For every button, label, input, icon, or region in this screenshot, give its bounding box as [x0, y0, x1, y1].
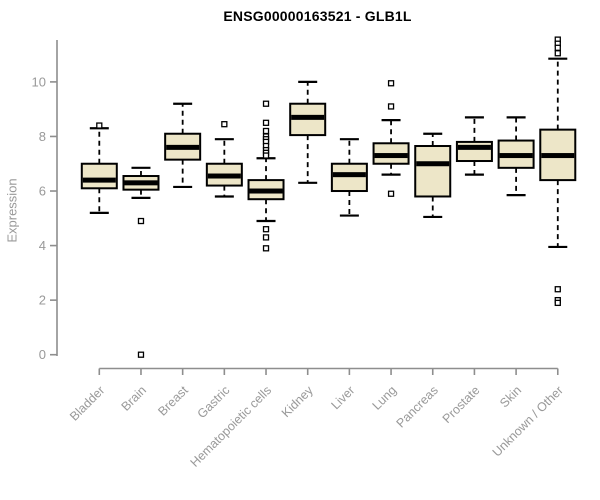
- median-line: [82, 177, 116, 183]
- median-line: [207, 173, 241, 179]
- box-group-unknown-other: [539, 36, 577, 307]
- median-line: [249, 188, 283, 194]
- box-group-breast: [164, 102, 202, 189]
- median-line: [166, 144, 200, 150]
- outlier-point: [262, 226, 270, 233]
- outlier-point: [387, 80, 395, 87]
- box-group-brain: [122, 166, 160, 358]
- outlier-point: [137, 351, 145, 358]
- outlier-point: [96, 122, 103, 129]
- box-group-hematopoietic-cells: [247, 100, 285, 252]
- box-rect: [414, 145, 452, 198]
- median-line: [291, 114, 325, 120]
- box-group-lung: [372, 80, 410, 197]
- outlier-point: [262, 245, 270, 252]
- x-tick-label: Prostate: [440, 383, 483, 426]
- outlier-point: [387, 103, 395, 110]
- box-group-gastric: [205, 121, 243, 198]
- y-tick-label: 4: [39, 238, 46, 253]
- outlier-point: [262, 100, 270, 107]
- outlier-point: [554, 44, 561, 51]
- outlier-point: [262, 152, 270, 159]
- y-tick-label: 10: [32, 74, 46, 89]
- y-tick-label: 2: [39, 293, 46, 308]
- x-tick-label: Liver: [328, 383, 357, 412]
- outlier-point: [262, 119, 270, 126]
- outlier-point: [262, 234, 270, 241]
- box-rect: [330, 162, 368, 193]
- x-tick-label: Skin: [497, 383, 524, 410]
- outlier-point: [262, 127, 270, 135]
- x-tick-label: Brain: [119, 383, 150, 414]
- box-rect: [80, 162, 118, 190]
- outlier-point: [554, 299, 561, 307]
- x-tick-label: Hematopoietic cells: [188, 383, 275, 470]
- median-line: [541, 153, 575, 159]
- outlier-point: [221, 121, 228, 128]
- median-line: [416, 161, 450, 167]
- median-line: [499, 153, 533, 159]
- box-group-skin: [497, 116, 535, 197]
- outlier-point: [137, 217, 145, 225]
- median-line: [124, 180, 158, 186]
- chart-title: ENSG00000163521 - GLB1L: [223, 8, 412, 24]
- box-rect: [455, 140, 493, 163]
- median-line: [374, 153, 408, 159]
- box-group-liver: [330, 138, 368, 217]
- box-group-prostate: [455, 116, 493, 176]
- x-tick-label: Lung: [370, 383, 400, 413]
- box-group-pancreas: [414, 132, 452, 219]
- x-tick-label: Breast: [155, 383, 191, 419]
- x-tick-label: Pancreas: [394, 383, 441, 430]
- outlier-point: [387, 190, 395, 197]
- median-line: [457, 144, 491, 150]
- y-tick-label: 6: [39, 184, 46, 199]
- x-tick-label: Kidney: [279, 383, 316, 420]
- x-tick-label: Bladder: [67, 383, 107, 423]
- x-tick-label: Unknown / Other: [490, 383, 566, 459]
- outlier-point: [554, 286, 561, 293]
- y-tick-label: 0: [39, 347, 46, 362]
- median-line: [332, 172, 366, 178]
- x-tick-label: Gastric: [195, 383, 233, 421]
- outlier-point: [554, 50, 561, 57]
- box-group-bladder: [80, 122, 118, 214]
- box-group-kidney: [289, 80, 327, 184]
- y-tick-label: 8: [39, 129, 46, 144]
